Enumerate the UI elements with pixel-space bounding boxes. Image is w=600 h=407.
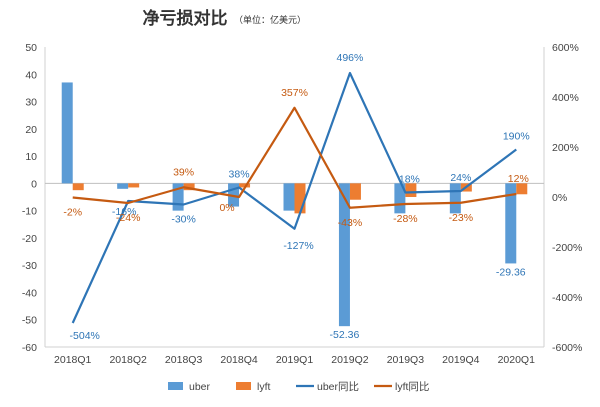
data-label-lyft同比: -2%	[63, 207, 82, 219]
data-label-lyft同比: 357%	[281, 87, 308, 99]
y-right-tick-label: -400%	[552, 292, 582, 304]
data-label-uber同比: 18%	[399, 174, 420, 186]
bar-lyft	[405, 183, 417, 197]
bar-uber	[505, 183, 517, 264]
axes: -60 -50 -40 -30 -20 -10 0 10 20 30 40 50 -600% -400% -…	[22, 42, 583, 366]
bar-lyft	[516, 183, 528, 195]
x-tick-label: 2018Q2	[109, 354, 147, 366]
bar-uber	[394, 183, 406, 214]
bar-lyft	[183, 183, 195, 191]
x-tick-label: 2018Q3	[165, 354, 203, 366]
y-left-tick-label: -10	[22, 206, 37, 218]
bar-lyft	[349, 183, 361, 200]
legend-label: uber	[189, 381, 211, 393]
data-labels: -52.36 -29.36 -504% -16% -30% 38% -127% 496% 18%…	[63, 52, 529, 342]
y-right-tick-label: 400%	[552, 92, 579, 104]
chart-title: 净亏损对比 （单位：亿美元）	[143, 8, 306, 28]
bar-uber	[117, 183, 129, 189]
legend-label: lyft	[257, 381, 271, 393]
bar-uber	[338, 183, 350, 327]
y-left-tick-label: 10	[25, 151, 37, 163]
line-uber同比	[71, 71, 517, 324]
chart-title-main: 净亏损对比	[143, 8, 228, 28]
y-right-tick-label: 200%	[552, 142, 579, 154]
data-label-uber同比: -127%	[283, 240, 313, 252]
y-left-tick-label: -60	[22, 342, 37, 354]
y-right-tick-label: -600%	[552, 342, 582, 354]
y-left-tick-label: -20	[22, 233, 37, 245]
chart-title-unit: （单位：亿美元）	[234, 14, 306, 25]
x-tick-label: 2018Q4	[220, 354, 258, 366]
data-label-lyft同比: 12%	[508, 173, 529, 185]
y-right-tick-label: 0%	[552, 192, 567, 204]
y-left-tick-label: 30	[25, 97, 37, 109]
data-label-lyft同比: -24%	[116, 212, 141, 224]
legend-item-lyft同比: lyft同比	[374, 380, 429, 393]
legend-item-uber: uber	[168, 381, 211, 393]
data-label-lyft同比: 39%	[173, 166, 194, 178]
data-label-uber同比: -504%	[70, 330, 100, 342]
data-label-uber: -52.36	[330, 329, 360, 341]
data-label-uber同比: -30%	[171, 214, 196, 226]
legend: uber lyft uber同比 lyft同比	[168, 380, 429, 393]
bar-uber	[449, 183, 461, 214]
data-label-lyft同比: -28%	[393, 213, 418, 225]
y-left-tick-label: 50	[25, 42, 37, 54]
bar-uber	[61, 82, 73, 184]
bar-uber	[283, 183, 295, 211]
legend-item-lyft: lyft	[236, 381, 271, 393]
y-left-tick-label: -40	[22, 287, 37, 299]
legend-label: uber同比	[317, 380, 359, 393]
legend-label: lyft同比	[395, 380, 429, 393]
data-label-uber同比: 496%	[337, 52, 364, 64]
bar-lyft	[239, 183, 251, 188]
bar-uber	[172, 183, 184, 211]
x-tick-label: 2019Q1	[276, 354, 314, 366]
x-tick-label: 2019Q3	[387, 354, 425, 366]
legend-swatch	[168, 382, 183, 390]
bars	[61, 82, 528, 327]
data-label-lyft同比: 0%	[219, 202, 234, 214]
y-left-tick-label: 40	[25, 69, 37, 81]
line-lyft同比	[72, 106, 517, 209]
data-label-uber同比: 24%	[450, 172, 471, 184]
data-label-lyft同比: -23%	[449, 212, 474, 224]
y-right-tick-label: -200%	[552, 242, 582, 254]
data-label-uber同比: 38%	[229, 169, 250, 181]
bar-lyft	[128, 183, 140, 188]
lines	[71, 71, 517, 324]
y-left-tick-label: -30	[22, 260, 37, 272]
y-left-tick-label: 20	[25, 124, 37, 136]
data-label-lyft同比: -43%	[338, 217, 363, 229]
x-tick-label: 2018Q1	[54, 354, 92, 366]
x-tick-label: 2019Q4	[442, 354, 480, 366]
x-tick-label: 2020Q1	[498, 354, 536, 366]
bar-lyft	[294, 183, 306, 214]
data-label-uber: -29.36	[496, 266, 526, 278]
bar-lyft	[72, 183, 84, 191]
y-right-tick-label: 600%	[552, 42, 579, 54]
data-label-uber同比: 190%	[503, 131, 530, 143]
y-left-tick-label: -50	[22, 315, 37, 327]
y-left-tick-label: 0	[31, 178, 37, 190]
x-tick-label: 2019Q2	[331, 354, 369, 366]
legend-item-uber同比: uber同比	[296, 380, 359, 393]
legend-swatch	[236, 382, 251, 390]
data-label-uber同比: -16%	[112, 206, 137, 218]
